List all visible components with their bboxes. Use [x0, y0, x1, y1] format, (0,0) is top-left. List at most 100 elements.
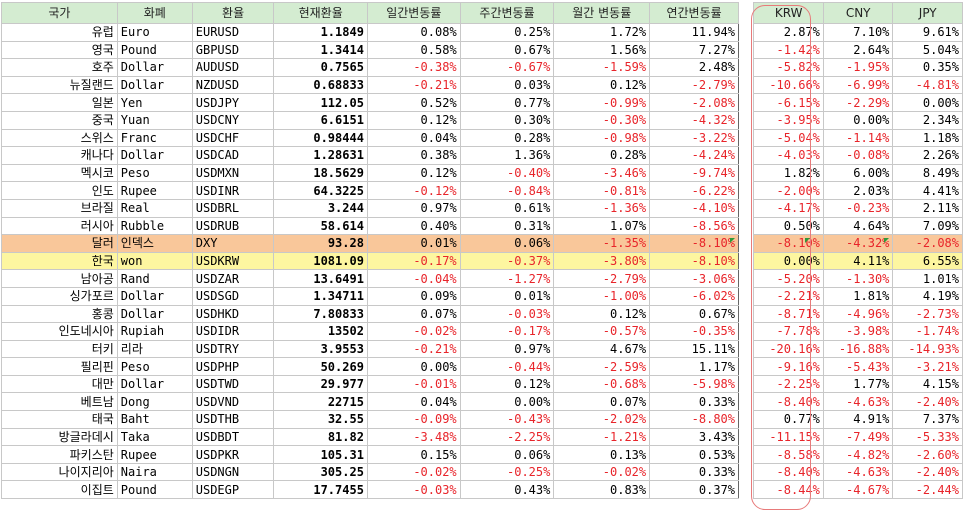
- cell-krw[interactable]: 0.00%: [753, 251, 824, 271]
- cell-code[interactable]: USDBRL: [191, 198, 275, 218]
- cell-country[interactable]: 나이지리아: [1, 462, 118, 482]
- cell-jpy[interactable]: 8.49%: [892, 163, 963, 183]
- cell-daily[interactable]: -0.17%: [366, 251, 461, 271]
- cell-code[interactable]: USDVND: [191, 392, 275, 412]
- cell-country[interactable]: 일본: [1, 93, 118, 112]
- cell-jpy[interactable]: 5.04%: [892, 40, 963, 60]
- cell-yearly[interactable]: -2.08%: [649, 93, 740, 112]
- cell-jpy[interactable]: 2.34%: [892, 110, 963, 130]
- cell-country[interactable]: 홍콩: [1, 304, 118, 324]
- cell-code[interactable]: USDRUB: [191, 216, 275, 236]
- cell-rate[interactable]: 112.05: [273, 93, 368, 112]
- cell-currency[interactable]: Pound: [116, 480, 193, 500]
- cell-currency[interactable]: 인덱스: [116, 234, 193, 253]
- cell-country[interactable]: 러시아: [1, 216, 118, 236]
- cell-krw[interactable]: -1.42%: [753, 40, 824, 60]
- cell-yearly[interactable]: 11.94%: [649, 23, 740, 42]
- cell-weekly[interactable]: -2.25%: [459, 427, 555, 447]
- cell-monthly[interactable]: 0.12%: [553, 304, 651, 324]
- cell-monthly[interactable]: -1.21%: [553, 427, 651, 447]
- cell-cny[interactable]: 7.10%: [822, 23, 894, 42]
- cell-code[interactable]: USDCHF: [191, 128, 275, 148]
- cell-cny[interactable]: 6.00%: [822, 163, 894, 183]
- cell-daily[interactable]: -0.09%: [366, 410, 461, 429]
- cell-weekly[interactable]: 0.25%: [459, 23, 555, 42]
- cell-jpy[interactable]: 2.26%: [892, 146, 963, 165]
- cell-country[interactable]: 싱가포르: [1, 286, 118, 306]
- cell-monthly[interactable]: -1.59%: [553, 58, 651, 77]
- cell-krw[interactable]: -8.71%: [753, 304, 824, 324]
- cell-krw[interactable]: -6.15%: [753, 93, 824, 112]
- cell-rate[interactable]: 17.7455: [273, 480, 368, 500]
- cell-code[interactable]: GBPUSD: [191, 40, 275, 60]
- cell-currency[interactable]: Taka: [116, 427, 193, 447]
- cell-jpy[interactable]: 9.61%: [892, 23, 963, 42]
- cell-currency[interactable]: Peso: [116, 357, 193, 376]
- cell-jpy[interactable]: -14.93%: [892, 339, 963, 359]
- cell-yearly[interactable]: -8.80%: [649, 410, 740, 429]
- cell-rate[interactable]: 81.82: [273, 427, 368, 447]
- cell-weekly[interactable]: -0.40%: [459, 163, 555, 183]
- header-weekly[interactable]: 주간변동률: [459, 2, 555, 24]
- cell-krw[interactable]: -5.82%: [753, 58, 824, 77]
- cell-monthly[interactable]: 4.67%: [553, 339, 651, 359]
- cell-krw[interactable]: -4.03%: [753, 146, 824, 165]
- cell-yearly[interactable]: 1.17%: [649, 357, 740, 376]
- cell-yearly[interactable]: 15.11%: [649, 339, 740, 359]
- cell-yearly[interactable]: 0.67%: [649, 304, 740, 324]
- cell-currency[interactable]: Dollar: [116, 146, 193, 165]
- header-daily[interactable]: 일간변동률: [366, 2, 461, 24]
- cell-daily[interactable]: 0.38%: [366, 146, 461, 165]
- cell-country[interactable]: 방글라데시: [1, 427, 118, 447]
- cell-daily[interactable]: 0.07%: [366, 304, 461, 324]
- cell-cny[interactable]: -4.67%: [822, 480, 894, 500]
- cell-yearly[interactable]: -4.32%: [649, 110, 740, 130]
- cell-yearly[interactable]: 0.53%: [649, 445, 740, 464]
- cell-currency[interactable]: Real: [116, 198, 193, 218]
- cell-rate[interactable]: 1.28631: [273, 146, 368, 165]
- cell-cny[interactable]: 4.91%: [822, 410, 894, 429]
- cell-code[interactable]: USDTHB: [191, 410, 275, 429]
- cell-monthly[interactable]: 0.12%: [553, 75, 651, 95]
- cell-monthly[interactable]: -0.02%: [553, 462, 651, 482]
- cell-jpy[interactable]: 4.41%: [892, 181, 963, 200]
- cell-yearly[interactable]: -3.22%: [649, 128, 740, 148]
- cell-daily[interactable]: 0.01%: [366, 234, 461, 253]
- cell-weekly[interactable]: 1.36%: [459, 146, 555, 165]
- cell-code[interactable]: USDTWD: [191, 374, 275, 394]
- cell-country[interactable]: 태국: [1, 410, 118, 429]
- cell-daily[interactable]: 0.12%: [366, 110, 461, 130]
- cell-weekly[interactable]: 0.43%: [459, 480, 555, 500]
- cell-daily[interactable]: -0.04%: [366, 269, 461, 288]
- cell-daily[interactable]: 0.08%: [366, 23, 461, 42]
- cell-monthly[interactable]: -1.00%: [553, 286, 651, 306]
- cell-jpy[interactable]: -3.21%: [892, 357, 963, 376]
- cell-weekly[interactable]: 0.61%: [459, 198, 555, 218]
- cell-rate[interactable]: 50.269: [273, 357, 368, 376]
- cell-currency[interactable]: Rubble: [116, 216, 193, 236]
- cell-yearly[interactable]: 0.33%: [649, 392, 740, 412]
- cell-currency[interactable]: Dollar: [116, 58, 193, 77]
- cell-weekly[interactable]: -0.03%: [459, 304, 555, 324]
- cell-yearly[interactable]: 0.33%: [649, 462, 740, 482]
- cell-monthly[interactable]: -0.30%: [553, 110, 651, 130]
- cell-yearly[interactable]: -9.74%: [649, 163, 740, 183]
- cell-jpy[interactable]: -2.40%: [892, 392, 963, 412]
- cell-krw[interactable]: -4.17%: [753, 198, 824, 218]
- cell-cny[interactable]: 2.03%: [822, 181, 894, 200]
- cell-weekly[interactable]: 0.01%: [459, 286, 555, 306]
- cell-country[interactable]: 베트남: [1, 392, 118, 412]
- cell-daily[interactable]: -0.21%: [366, 339, 461, 359]
- cell-jpy[interactable]: 1.01%: [892, 269, 963, 288]
- cell-country[interactable]: 스위스: [1, 128, 118, 148]
- cell-currency[interactable]: Rand: [116, 269, 193, 288]
- cell-krw[interactable]: -8.40%: [753, 462, 824, 482]
- cell-jpy[interactable]: -2.40%: [892, 462, 963, 482]
- cell-monthly[interactable]: 1.72%: [553, 23, 651, 42]
- cell-currency[interactable]: Dollar: [116, 286, 193, 306]
- cell-currency[interactable]: Franc: [116, 128, 193, 148]
- cell-code[interactable]: EURUSD: [191, 23, 275, 42]
- cell-currency[interactable]: Dong: [116, 392, 193, 412]
- cell-krw[interactable]: -7.78%: [753, 322, 824, 341]
- cell-rate[interactable]: 64.3225: [273, 181, 368, 200]
